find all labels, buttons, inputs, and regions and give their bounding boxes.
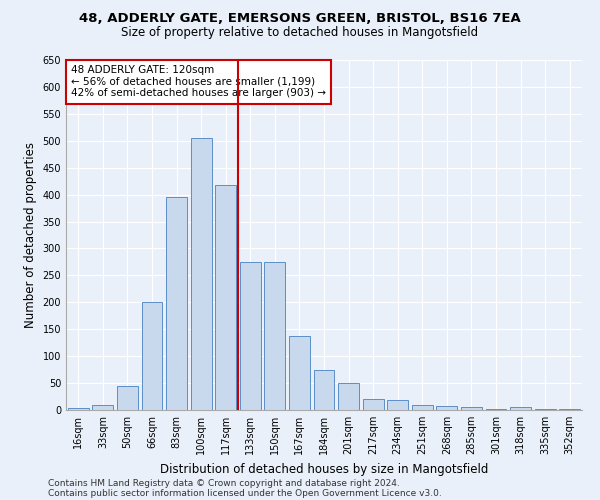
- Bar: [191, 138, 212, 410]
- Text: Contains public sector information licensed under the Open Government Licence v3: Contains public sector information licen…: [48, 488, 442, 498]
- Bar: [314, 370, 334, 410]
- Bar: [535, 409, 556, 410]
- Text: Contains HM Land Registry data © Crown copyright and database right 2024.: Contains HM Land Registry data © Crown c…: [48, 478, 400, 488]
- Bar: [387, 400, 408, 410]
- Bar: [485, 409, 506, 410]
- Y-axis label: Number of detached properties: Number of detached properties: [24, 142, 37, 328]
- Bar: [166, 198, 187, 410]
- Bar: [142, 302, 163, 410]
- Bar: [461, 407, 482, 410]
- Bar: [362, 399, 383, 410]
- Text: 48, ADDERLY GATE, EMERSONS GREEN, BRISTOL, BS16 7EA: 48, ADDERLY GATE, EMERSONS GREEN, BRISTO…: [79, 12, 521, 26]
- Bar: [117, 386, 138, 410]
- Bar: [510, 407, 531, 410]
- Bar: [338, 383, 359, 410]
- Bar: [240, 262, 261, 410]
- X-axis label: Distribution of detached houses by size in Mangotsfield: Distribution of detached houses by size …: [160, 462, 488, 475]
- Bar: [289, 336, 310, 410]
- Bar: [412, 404, 433, 410]
- Text: Size of property relative to detached houses in Mangotsfield: Size of property relative to detached ho…: [121, 26, 479, 39]
- Text: 48 ADDERLY GATE: 120sqm
← 56% of detached houses are smaller (1,199)
42% of semi: 48 ADDERLY GATE: 120sqm ← 56% of detache…: [71, 66, 326, 98]
- Bar: [559, 409, 580, 410]
- Bar: [92, 404, 113, 410]
- Bar: [68, 408, 89, 410]
- Bar: [265, 262, 286, 410]
- Bar: [436, 406, 457, 410]
- Bar: [215, 185, 236, 410]
